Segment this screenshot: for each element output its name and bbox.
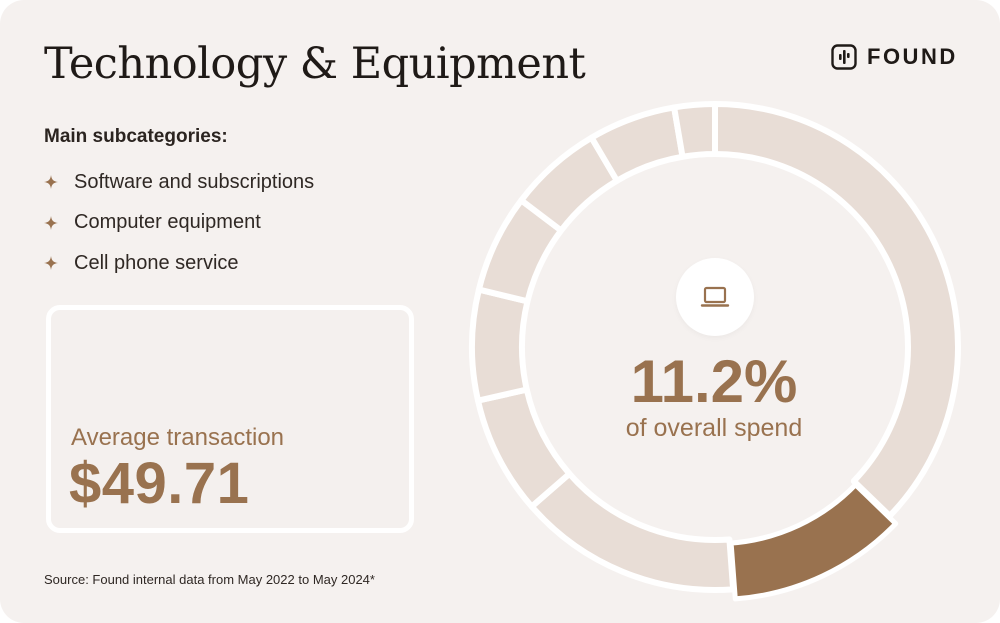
- source-note: Source: Found internal data from May 202…: [44, 572, 375, 587]
- laptop-icon-badge: [676, 258, 754, 336]
- brand-logo: FOUND: [831, 44, 958, 70]
- subcategory-label: Software and subscriptions: [74, 170, 315, 193]
- page-title: Technology & Equipment: [44, 39, 586, 89]
- subcategories-heading: Main subcategories:: [44, 126, 228, 147]
- spend-percent: 11.2%: [630, 348, 798, 415]
- brand-name: FOUND: [867, 44, 958, 69]
- sparkle-icon: [44, 215, 58, 230]
- found-logo-icon: [831, 44, 857, 70]
- list-item: Software and subscriptions: [44, 162, 314, 203]
- list-item: Cell phone service: [44, 243, 314, 284]
- average-transaction-value: $49.71: [69, 451, 250, 516]
- donut-slice: [671, 101, 718, 160]
- sparkle-icon: [44, 256, 58, 271]
- donut-slice: [712, 101, 961, 519]
- sparkle-icon: [44, 175, 58, 190]
- average-transaction-box: Average transaction $49.71: [46, 305, 414, 533]
- average-transaction-label: Average transaction: [71, 424, 285, 451]
- donut-slice: [528, 470, 737, 593]
- subcategory-label: Cell phone service: [74, 251, 239, 274]
- subcategory-label: Computer equipment: [74, 211, 261, 234]
- spend-caption: of overall spend: [625, 414, 803, 442]
- list-item: Computer equipment: [44, 203, 314, 244]
- donut-slice: [469, 286, 531, 404]
- laptop-icon: [700, 286, 730, 307]
- donut-slice-highlight: [728, 482, 899, 602]
- subcategories-list: Software and subscriptions Computer equi…: [44, 162, 314, 284]
- donut-slice: [474, 386, 573, 510]
